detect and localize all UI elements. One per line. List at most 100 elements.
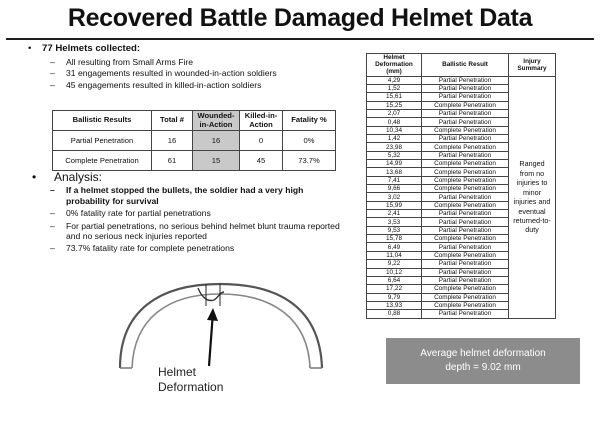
- average-line-2: depth = 9.02 mm: [445, 362, 521, 373]
- deformation-value: 5,32: [366, 150, 422, 161]
- deformation-value: 10,34: [366, 125, 422, 136]
- deformation-value: 3,02: [366, 192, 422, 202]
- table-cell: 45: [239, 150, 283, 171]
- ballistic-result: Complete Penetration: [421, 200, 509, 211]
- helmet-outer-shell: [118, 282, 324, 369]
- dash-icon: –: [50, 243, 55, 254]
- bullet-icon: •: [32, 170, 37, 184]
- deformation-value: 9,53: [366, 225, 422, 236]
- ballistic-result: Partial Penetration: [421, 217, 509, 227]
- ballistic-result: Partial Penetration: [421, 133, 509, 144]
- analysis-item: – 0% fatality rate for partial penetrati…: [28, 208, 346, 218]
- deformation-value: 15,78: [366, 234, 422, 244]
- deformation-value: 0,48: [366, 117, 422, 127]
- slide-title: Recovered Battle Damaged Helmet Data: [67, 4, 533, 32]
- deformation-arrow: [207, 311, 215, 367]
- deformation-value: 4,29: [366, 75, 422, 85]
- column-header: Ballistic Result: [421, 53, 509, 77]
- ballistic-summary-table: Ballistic Results Total # Wounded-in-Act…: [52, 110, 336, 171]
- deformation-value: 9,22: [366, 259, 422, 269]
- analysis-item-text: If a helmet stopped the bullets, the sol…: [66, 185, 304, 206]
- analysis-item-text: For partial penetrations, no serious beh…: [66, 220, 340, 242]
- deformation-value: 9,79: [366, 292, 422, 302]
- deformation-value: 15,61: [366, 92, 422, 102]
- sub-bullet-text: 31 engagements resulted in wounded-in-ac…: [66, 68, 277, 79]
- deformation-value: 3,53: [366, 217, 422, 227]
- dash-icon: –: [50, 185, 55, 196]
- analysis-heading-text: Analysis:: [54, 170, 103, 184]
- bullet-helmets-collected: • 77 Helmets collected:: [28, 43, 348, 55]
- table-row: 0,88 Partial Penetration: [366, 309, 556, 319]
- table-cell: 73.7%: [282, 150, 336, 171]
- table-header-row: Helmet Deformation (mm) Ballistic Result…: [366, 53, 556, 77]
- deformation-value: 2,41: [366, 209, 422, 219]
- average-deformation-box: Average helmet deformation depth = 9.02 …: [386, 338, 580, 384]
- analysis-section: • Analysis: – If a helmet stopped the bu…: [28, 170, 346, 256]
- deformation-value: 2,07: [366, 108, 422, 119]
- ballistic-result: Complete Penetration: [421, 159, 509, 169]
- title-divider: [6, 38, 594, 40]
- dash-icon: –: [50, 79, 55, 90]
- collection-bullets: • 77 Helmets collected: – All resulting …: [28, 43, 348, 91]
- column-header: Fatality %: [282, 110, 336, 131]
- deformation-value: 6,49: [366, 242, 422, 252]
- ballistic-result: Partial Penetration: [421, 309, 509, 319]
- table-cell: 16: [192, 130, 240, 151]
- deformation-value: 15,99: [366, 200, 422, 211]
- ballistic-result: Complete Penetration: [421, 234, 509, 244]
- sub-bullet: – All resulting from Small Arms Fire: [28, 57, 348, 68]
- ballistic-result: Complete Penetration: [421, 292, 509, 302]
- column-header: Total #: [151, 110, 193, 131]
- dash-icon: –: [50, 208, 55, 219]
- column-header: Helmet Deformation (mm): [366, 53, 422, 77]
- deformation-table-body: 4,29 Partial Penetration Ranged from no in…: [366, 75, 556, 319]
- helmet-inner-shell: [131, 293, 311, 369]
- helmet-label-line-2: Deformation: [158, 380, 224, 394]
- ballistic-result: Complete Penetration: [421, 300, 509, 311]
- table-header-row: Ballistic Results Total # Wounded-in-Act…: [52, 110, 336, 131]
- column-header: Killed-in-Action: [239, 110, 283, 131]
- table-cell: Partial Penetration: [52, 130, 152, 151]
- deformation-value: 15,25: [366, 100, 422, 111]
- table-row: Complete Penetration 61 15 45 73.7%: [52, 150, 336, 171]
- bullet-heading: 77 Helmets collected:: [42, 43, 141, 54]
- column-header: Ballistic Results: [52, 110, 152, 131]
- table-cell: Complete Penetration: [52, 150, 152, 171]
- ballistic-result: Complete Penetration: [421, 184, 509, 194]
- bullet-icon: •: [28, 43, 32, 54]
- injury-summary: Ranged from no injuries to minor injurie…: [508, 75, 556, 319]
- analysis-item: – 73.7% fatality rate for complete penet…: [28, 243, 346, 253]
- ballistic-result: Complete Penetration: [421, 142, 509, 152]
- dash-icon: –: [50, 220, 55, 231]
- ballistic-result: Partial Penetration: [421, 117, 509, 127]
- deformation-table: Helmet Deformation (mm) Ballistic Result…: [366, 53, 556, 319]
- table-cell: 15: [192, 150, 240, 171]
- helmet-label-line-1: Helmet: [158, 365, 197, 379]
- ballistic-result: Complete Penetration: [421, 125, 509, 136]
- table-cell: 0: [239, 130, 283, 151]
- ballistic-result: Partial Penetration: [421, 242, 509, 252]
- analysis-item-text: 73.7% fatality rate for complete penetra…: [66, 243, 235, 254]
- average-line-1: Average helmet deformation: [420, 348, 546, 359]
- deformation-value: 0,88: [366, 309, 422, 319]
- ballistic-result: Complete Penetration: [421, 175, 509, 186]
- ballistic-result: Partial Penetration: [421, 275, 509, 286]
- deformation-value: 17,22: [366, 284, 422, 294]
- deformation-value: 1,42: [366, 133, 422, 144]
- table-row: 4,29 Partial Penetration Ranged from no in…: [366, 75, 556, 319]
- helmet-cross-section-image: [118, 282, 324, 369]
- ballistic-result: Partial Penetration: [421, 83, 509, 94]
- column-header: Injury Summary: [508, 53, 556, 77]
- deformation-value: 23,98: [366, 142, 422, 152]
- helmet-deformation-label: Helmet Deformation: [158, 365, 223, 395]
- dash-icon: –: [50, 56, 55, 67]
- deformation-value: 13,93: [366, 300, 422, 311]
- sub-bullet-text: All resulting from Small Arms Fire: [66, 56, 194, 67]
- ballistic-result: Partial Penetration: [421, 209, 509, 219]
- deformation-value: 14,99: [366, 159, 422, 169]
- analysis-heading: • Analysis:: [28, 170, 346, 184]
- ballistic-result: Partial Penetration: [421, 150, 509, 161]
- ballistic-result: Partial Penetration: [421, 259, 509, 269]
- deformation-value: 11,04: [366, 250, 422, 261]
- ballistic-result: Partial Penetration: [421, 192, 509, 202]
